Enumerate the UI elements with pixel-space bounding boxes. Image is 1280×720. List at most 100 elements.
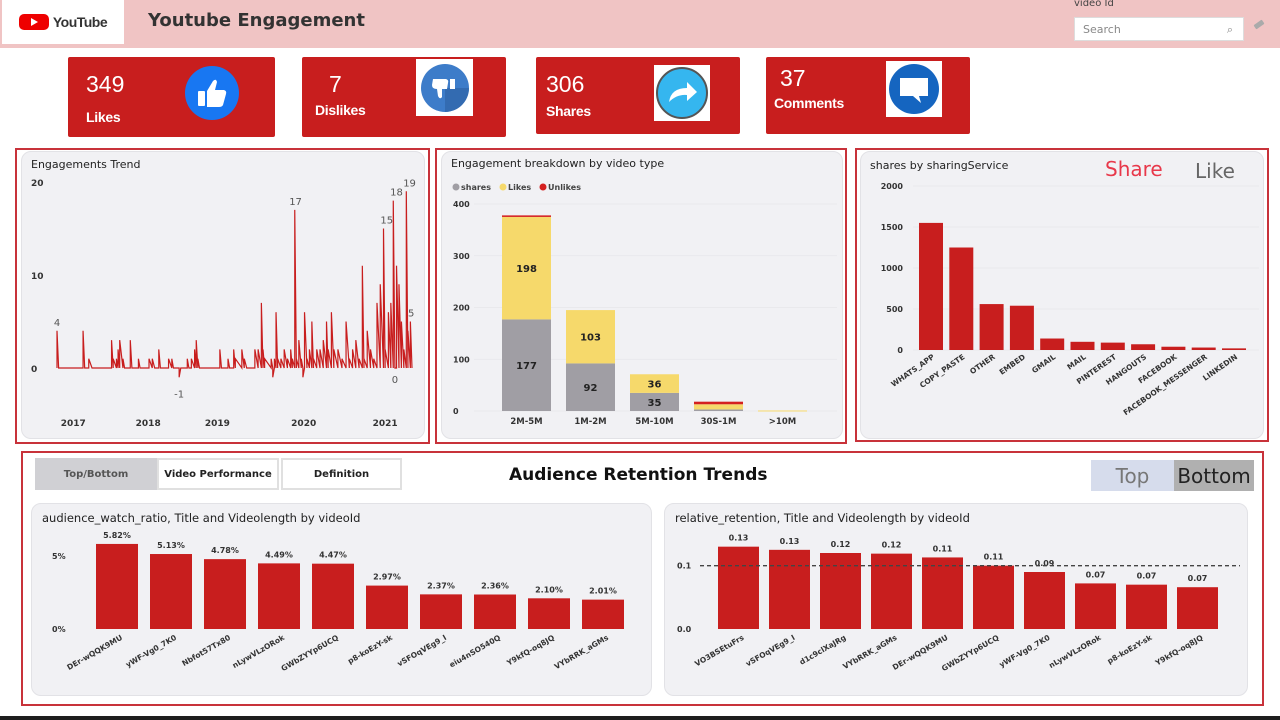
bar <box>96 543 138 629</box>
data-label: 103 <box>580 333 601 344</box>
search-placeholder: Search <box>1083 23 1121 36</box>
like-toggle-button[interactable]: Like <box>1195 159 1235 183</box>
tab-top-bottom[interactable]: Top/Bottom <box>35 458 157 490</box>
bar-segment-likes <box>630 374 679 393</box>
top-toggle-button[interactable]: Top <box>1091 460 1174 491</box>
y-tick-label: 0.1 <box>677 562 692 571</box>
bar <box>258 563 300 629</box>
bar <box>949 247 974 350</box>
x-tick-label: 2017 <box>61 419 86 429</box>
x-tick-label: vSFOqVEg9_I <box>744 633 796 669</box>
data-label: 4 <box>54 318 60 329</box>
video-id-slicer-label: video Id <box>1074 0 1114 9</box>
data-label: 15 <box>380 216 393 227</box>
x-tick-label: VYbRRK_aGMs <box>841 633 899 671</box>
data-label: 0.11 <box>933 544 953 553</box>
clear-selections-icon[interactable] <box>1253 19 1265 30</box>
x-tick-label: nLywVLzORok <box>231 632 287 670</box>
y-tick-label: 0 <box>897 346 903 355</box>
data-label: 0.07 <box>1188 574 1208 583</box>
tab-definition[interactable]: Definition <box>281 458 402 490</box>
kpi-label: Comments <box>774 95 844 111</box>
video-id-search-input[interactable]: Search ⌕ <box>1074 17 1244 41</box>
bar-segment-likes <box>758 410 807 412</box>
engagement-breakdown-chart: shares Likes Unlikes 0 100 200 300 400 2M-5M 1M-2… <box>452 183 837 427</box>
bar <box>474 594 516 629</box>
bar <box>769 549 810 629</box>
thumbs-down-icon <box>416 59 473 116</box>
x-tick-label: 30S-1M <box>701 417 737 427</box>
bar <box>718 546 759 629</box>
tab-video-performance[interactable]: Video Performance <box>157 458 279 490</box>
share-toggle-button[interactable]: Share <box>1105 157 1163 181</box>
x-tick-label: 2018 <box>136 419 161 429</box>
page-title: Youtube Engagement <box>148 10 365 31</box>
y-tick-label: 2000 <box>881 182 904 191</box>
kpi-card-shares: 306 Shares <box>536 57 740 134</box>
bottom-toggle-button[interactable]: Bottom <box>1174 460 1254 491</box>
x-tick-label: GWbZYYp6UCQ <box>280 633 340 673</box>
x-tick-label: 1M-2M <box>574 417 606 427</box>
x-tick-label: EMBED <box>998 352 1027 376</box>
bar <box>1177 587 1218 629</box>
bar-segment-shares <box>566 363 615 411</box>
x-tick-label: GMAIL <box>1030 352 1057 375</box>
data-label: 35 <box>648 398 662 409</box>
y-tick-label: 0.0 <box>677 625 692 634</box>
x-tick-label: >10M <box>769 417 796 427</box>
audience-watch-ratio-card: audience_watch_ratio, Title and Videolen… <box>31 503 652 696</box>
x-tick-label: eiu4nSO540Q <box>448 633 502 669</box>
data-label: 18 <box>390 188 403 199</box>
bar <box>1126 584 1167 629</box>
y-tick-label: 1500 <box>881 223 904 232</box>
bar-segment-likes <box>502 216 551 320</box>
trend-line <box>56 191 413 378</box>
data-label: 5.13% <box>157 541 185 550</box>
data-label: 2.10% <box>535 585 563 594</box>
logo-text: YouTube <box>52 14 108 30</box>
bar <box>1131 344 1156 350</box>
data-label: 0.07 <box>1137 572 1157 581</box>
data-label: 0.07 <box>1086 570 1106 579</box>
shares-by-service-card: shares by sharingService Share Like 0 500… <box>860 151 1264 439</box>
bar <box>1070 341 1095 350</box>
data-label: 5 <box>408 309 414 320</box>
data-label: 4.49% <box>265 550 293 559</box>
y-tick-label: 400 <box>453 200 470 209</box>
bar <box>1161 346 1186 350</box>
thumbs-up-icon <box>184 65 240 121</box>
x-tick-label: VYbRRK_aGMs <box>553 633 611 671</box>
legend-marker <box>539 183 547 191</box>
kpi-label: Shares <box>546 103 591 119</box>
bar <box>420 594 462 629</box>
bar-segment-unlikes <box>502 215 551 217</box>
legend-label: shares <box>461 183 491 192</box>
x-tick-label: 2021 <box>373 419 398 429</box>
kpi-label: Likes <box>86 109 121 125</box>
kpi-value: 7 <box>329 71 342 97</box>
kpi-card-comments: 37 Comments <box>766 57 970 134</box>
bar-segment-shares <box>502 319 551 411</box>
bar <box>1024 572 1065 629</box>
y-tick-label: 10 <box>31 272 44 282</box>
relative-retention-chart: 0.0 0.1 0.13 VO3BSEtuFrs 0.13 vSFOqVEg9_I 0.12… <box>677 534 1240 673</box>
kpi-value: 37 <box>780 65 806 91</box>
x-tick-label: yWF-Vg0_7K0 <box>124 633 178 669</box>
x-tick-label: 5M-10M <box>635 417 673 427</box>
data-label: 5.82% <box>103 531 131 540</box>
bar <box>204 559 246 629</box>
chart-title: Engagements Trend <box>31 158 141 171</box>
legend-label: Unlikes <box>548 183 581 192</box>
kpi-label: Dislikes <box>315 102 366 118</box>
x-tick-label: 2019 <box>205 419 230 429</box>
kpi-card-dislikes: 7 Dislikes <box>302 57 506 137</box>
y-tick-label: 0 <box>31 365 37 375</box>
chart-title: Engagement breakdown by video type <box>451 157 665 170</box>
data-label: 0.13 <box>729 534 749 543</box>
bar-segment-unlikes <box>694 401 743 405</box>
bar <box>582 599 624 629</box>
search-icon[interactable]: ⌕ <box>1226 23 1233 36</box>
x-tick-label: Nbfot57Tx80 <box>180 633 232 668</box>
